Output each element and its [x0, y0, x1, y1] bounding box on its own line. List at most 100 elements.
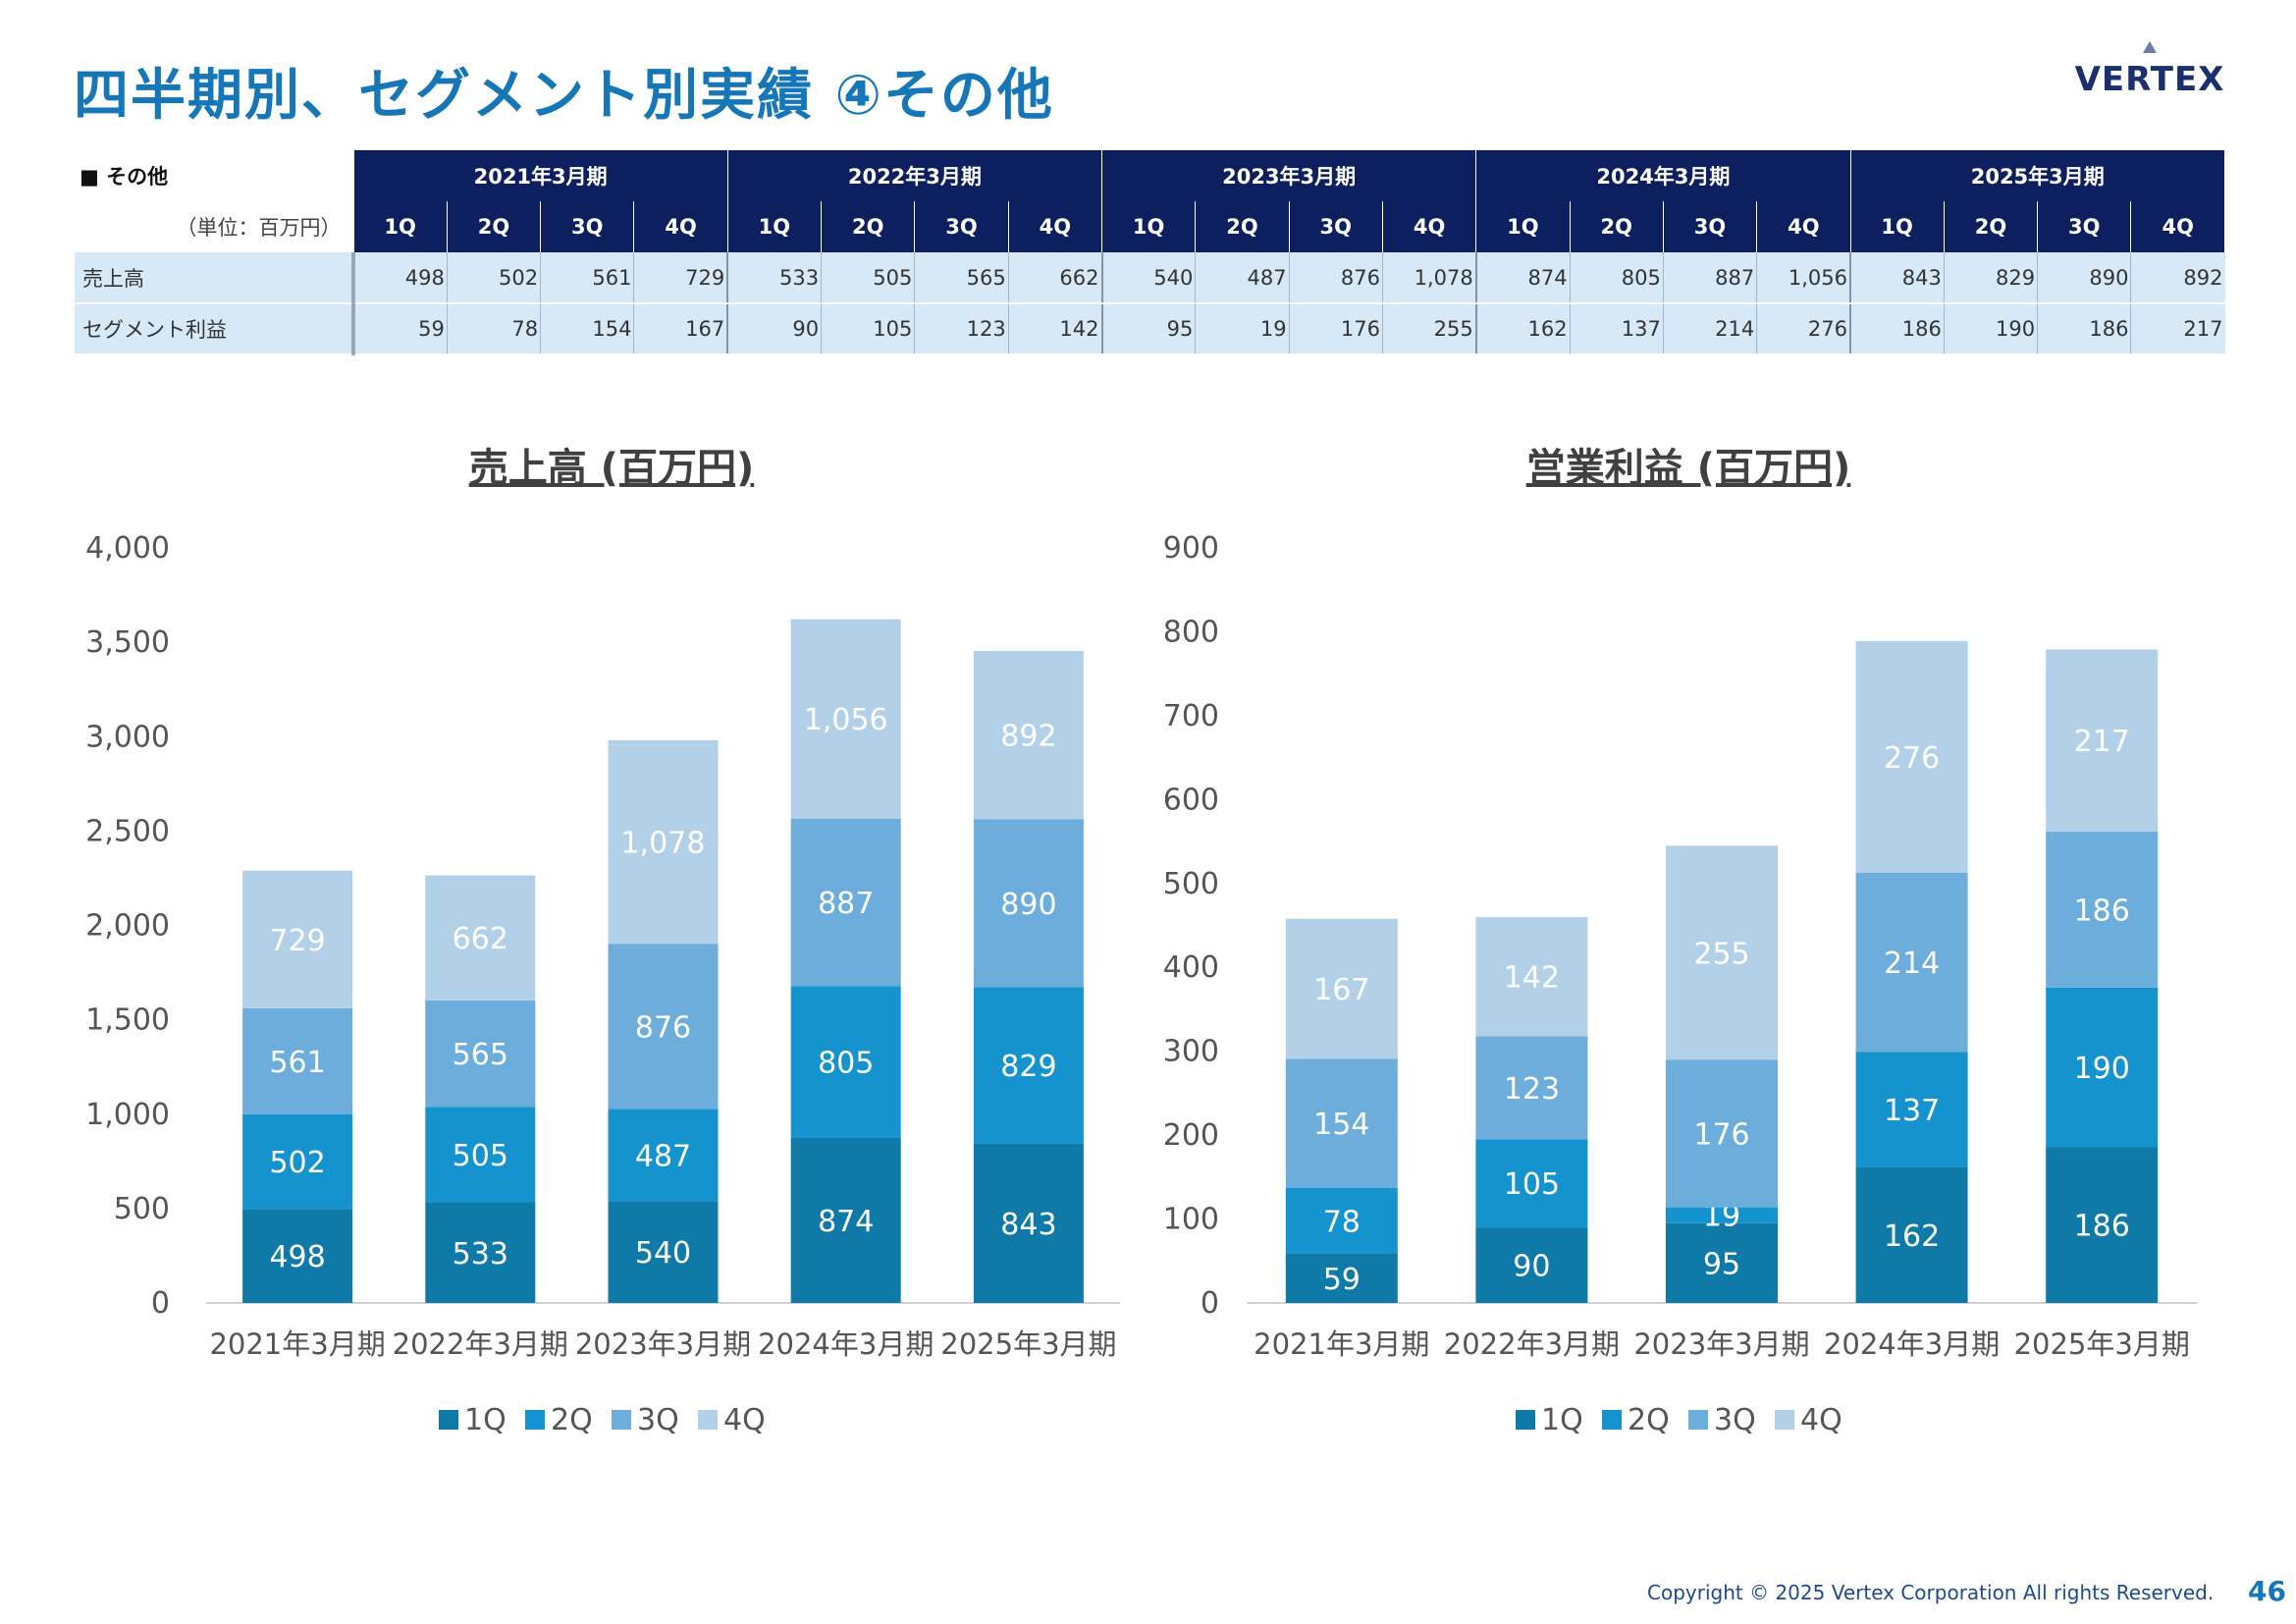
table-cell: 876 [1288, 252, 1383, 304]
bar-segment-1q [1285, 1253, 1398, 1303]
bar-data-label: 186 [2074, 1210, 2130, 1244]
bar-segment-2q [2046, 987, 2159, 1148]
table-cell: 105 [821, 303, 915, 355]
table-cell: 186 [1848, 303, 1945, 355]
bar-data-label: 255 [1693, 937, 1749, 971]
bar-data-label: 502 [269, 1146, 325, 1180]
table-cell: 565 [914, 252, 1009, 304]
y-tick-label: 500 [114, 1192, 170, 1226]
bar-segment-1q [242, 1209, 353, 1303]
chart-title: 営業利益 (百万円) [1526, 446, 1851, 491]
table-quarter-header: 3Q [914, 201, 1009, 252]
x-category-label: 2022年3月期 [1444, 1327, 1620, 1361]
bar-data-label: 59 [1323, 1263, 1361, 1297]
y-tick-label: 4,000 [85, 531, 170, 566]
bar-data-label: 843 [1000, 1208, 1056, 1242]
legend-label: 4Q [1800, 1403, 1842, 1437]
table-year-header: 2022年3月期 [726, 150, 1103, 201]
legend-swatch [698, 1410, 718, 1430]
bar-data-label: 561 [269, 1046, 325, 1080]
bar-segment-1q [425, 1202, 536, 1303]
table-cell: 214 [1662, 303, 1757, 355]
legend-swatch [439, 1410, 458, 1430]
bar-data-label: 217 [2074, 725, 2130, 759]
bar-data-label: 154 [1313, 1108, 1369, 1142]
bar-segment-2q [1285, 1187, 1398, 1254]
bar-segment-3q [1855, 872, 1968, 1053]
table-cell: 540 [1100, 252, 1196, 304]
y-tick-label: 700 [1163, 699, 1219, 733]
bar-segment-1q [973, 1143, 1084, 1303]
bar-segment-3q [242, 1007, 353, 1114]
bar-data-label: 142 [1504, 961, 1560, 996]
logo-text: VERTEX [2075, 60, 2225, 98]
table-unit-label: （単位：百万円） [176, 216, 342, 240]
bar-data-label: 123 [1504, 1072, 1560, 1107]
bar-segment-4q [1666, 845, 1778, 1060]
table-row-label: セグメント利益 [75, 303, 355, 355]
bar-data-label: 505 [453, 1139, 508, 1173]
bar-segment-1q [1855, 1166, 1968, 1303]
bar-data-label: 186 [2074, 893, 2130, 928]
table-quarter-header: 4Q [1007, 201, 1103, 252]
table-quarter-header: 4Q [1381, 201, 1477, 252]
table-cell: 487 [1195, 252, 1290, 304]
y-tick-label: 800 [1163, 615, 1219, 649]
table-cell: 123 [914, 303, 1009, 355]
table-quarter-header: 2Q [446, 201, 542, 252]
table-quarter-header: 1Q [1100, 201, 1197, 252]
table-cell: 59 [351, 303, 448, 355]
table-cell: 505 [821, 252, 915, 304]
table-quarter-header: 4Q [2130, 201, 2225, 252]
bar-segment-3q [1475, 1036, 1588, 1140]
table-row: セグメント利益 59 78 154 167 90 105 123 142 95 19 176 255 16… [75, 303, 2225, 355]
table-quarter-header: 3Q [540, 201, 635, 252]
bar-data-label: 805 [818, 1047, 874, 1081]
segment-results-table: ■ その他 2021年3月期 2022年3月期 2023年3月期 2024年3月期 202… [75, 150, 2225, 355]
y-tick-label: 500 [1163, 867, 1219, 901]
table-year-header: 2024年3月期 [1475, 150, 1851, 201]
table-cell: 561 [540, 252, 634, 304]
bar-segment-3q [425, 1000, 536, 1108]
table-quarter-header: 1Q [1849, 201, 1945, 252]
table-cell: 276 [1756, 303, 1850, 355]
table-header-years: ■ その他 2021年3月期 2022年3月期 2023年3月期 2024年3月期 202… [75, 150, 2225, 201]
bar-segment-4q [242, 870, 353, 1008]
bar-segment-1q [2046, 1147, 2159, 1303]
table-cell: 176 [1288, 303, 1383, 355]
bar-segment-3q [1666, 1059, 1778, 1208]
bar-data-label: 95 [1703, 1247, 1740, 1281]
y-tick-label: 400 [1163, 950, 1219, 985]
table-year-header: 2021年3月期 [352, 150, 728, 201]
x-category-label: 2024年3月期 [758, 1327, 934, 1361]
bar-data-label: 78 [1323, 1205, 1361, 1239]
bar-data-label: 137 [1884, 1094, 1940, 1128]
x-category-label: 2025年3月期 [940, 1327, 1116, 1361]
y-tick-label: 100 [1163, 1203, 1219, 1237]
bar-data-label: 533 [453, 1237, 508, 1272]
table-cell: 1,056 [1756, 252, 1850, 304]
sales-chart: 売上高 (百万円) 0 500 1,000 1,500 2,000 2,500 3,000 3,… [85, 446, 1120, 1437]
page-title: 四半期別、セグメント別実績 ④その他 [74, 64, 1054, 128]
legend-swatch [1516, 1410, 1535, 1430]
y-tick-label: 0 [151, 1286, 170, 1321]
x-category-label: 2023年3月期 [1633, 1327, 1809, 1361]
bar-data-label: 167 [1313, 973, 1369, 1007]
y-tick-label: 200 [1163, 1118, 1219, 1153]
bar-segment-4q [1475, 916, 1588, 1037]
table-cell: 502 [446, 252, 541, 304]
bar-segment-4q [1285, 918, 1398, 1059]
chart-title: 売上高 (百万円) [469, 446, 755, 491]
bar-data-label: 1,078 [621, 827, 706, 861]
x-category-label: 2025年3月期 [2014, 1327, 2190, 1361]
x-category-label: 2022年3月期 [393, 1327, 568, 1361]
y-tick-label: 1,000 [85, 1098, 170, 1132]
bar-segment-2q [790, 986, 901, 1138]
table-quarter-header: 3Q [1662, 201, 1758, 252]
table-cell: 662 [1007, 252, 1102, 304]
bar-data-label: 176 [1693, 1117, 1749, 1152]
table-cell: 887 [1662, 252, 1757, 304]
table-cell: 874 [1474, 252, 1571, 304]
bar-segment-1q [790, 1137, 901, 1303]
table-cell: 19 [1195, 303, 1290, 355]
